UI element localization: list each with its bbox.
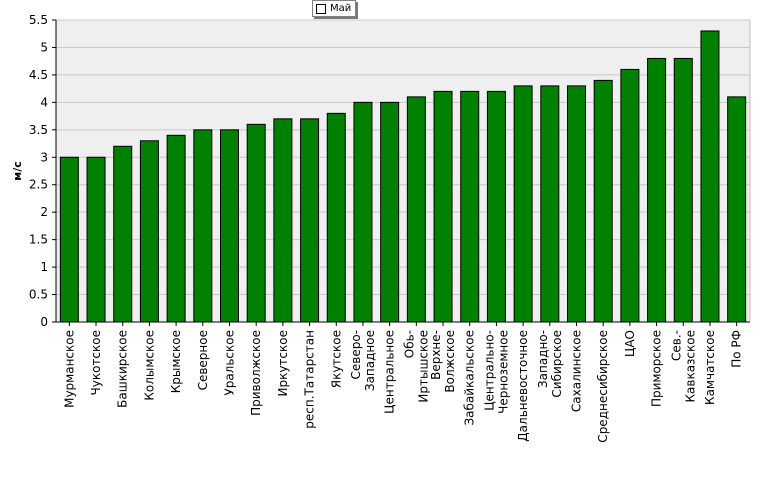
x-tick-label: Центрально-	[482, 330, 496, 411]
x-tick-label: Верхне-	[429, 330, 443, 380]
x-tick-label: Уральское	[223, 330, 237, 396]
bar	[727, 96, 747, 323]
y-tick-label: 2.5	[29, 178, 48, 192]
x-tick-label: Колымское	[142, 330, 156, 401]
bar	[513, 85, 533, 323]
y-tick-label: 0	[40, 315, 48, 329]
bar	[139, 140, 159, 323]
legend-label-may: Май	[330, 3, 352, 14]
bar	[166, 134, 186, 323]
x-tick-label: Забайкальское	[463, 330, 477, 426]
x-tick-label: Камчатское	[703, 330, 717, 405]
x-tick-label: Башкирское	[116, 330, 130, 408]
x-tick-label: Кавказское	[683, 330, 697, 403]
bar	[113, 145, 133, 323]
bar	[380, 101, 400, 323]
y-tick-label: 4.5	[29, 68, 48, 82]
y-tick-label: 1.5	[29, 233, 48, 247]
bar	[567, 85, 586, 323]
x-tick-label: Сибирское	[550, 330, 564, 398]
x-tick-label: Среднесибирское	[596, 330, 610, 443]
x-tick-label: Западно-	[536, 330, 550, 388]
bar	[647, 57, 667, 323]
bar	[486, 90, 506, 323]
y-tick-label: 3	[40, 150, 48, 164]
x-tick-label: Сахалинское	[570, 330, 584, 412]
x-tick-label: По РФ	[730, 330, 744, 368]
x-tick-label: Приволжское	[249, 330, 263, 416]
x-tick-label: Обь-	[402, 330, 416, 358]
y-tick-label: 5	[40, 40, 48, 54]
bar	[700, 30, 720, 323]
bar	[193, 129, 213, 323]
bar	[86, 156, 106, 323]
x-tick-label: Чукотское	[89, 330, 103, 395]
legend-swatch-may	[316, 3, 326, 14]
bar	[300, 118, 320, 323]
bar	[673, 57, 693, 323]
x-tick-label: Иркутское	[276, 330, 290, 397]
y-tick-label: 0.5	[29, 288, 48, 302]
y-tick-label: 4	[40, 95, 48, 109]
y-tick-label: 2	[40, 205, 48, 219]
y-axis-title: м/с	[11, 161, 24, 181]
bar	[246, 123, 266, 323]
bar	[353, 101, 373, 323]
x-tick-label: Сев.-	[669, 330, 683, 361]
bar	[59, 156, 79, 323]
x-tick-label: Северо-	[349, 330, 363, 380]
bar	[406, 96, 426, 323]
x-tick-label: ЦАО	[623, 330, 637, 357]
x-tick-label: Приморское	[650, 330, 664, 407]
y-tick-label: 3.5	[29, 123, 48, 137]
x-tick-label: Черноземное	[496, 330, 510, 414]
x-tick-label: Центральное	[383, 330, 397, 414]
y-tick-label: 5.5	[29, 13, 48, 27]
bar	[620, 68, 640, 323]
x-tick-label: Крымское	[169, 330, 183, 393]
bar	[273, 118, 293, 323]
x-tick-label: Западное	[363, 330, 377, 391]
legend: Май	[312, 0, 357, 17]
bar	[593, 79, 613, 323]
x-tick-label: Волжское	[443, 330, 457, 393]
y-tick-label: 1	[40, 260, 48, 274]
x-tick-label: Дальневосточное	[516, 330, 530, 442]
bar	[540, 85, 560, 323]
plot-area	[56, 20, 750, 322]
bar	[326, 112, 346, 323]
bar	[220, 129, 239, 323]
x-tick-label: Иртышское	[416, 330, 430, 403]
x-tick-label: Мурманское	[62, 330, 76, 408]
x-tick-label: респ.Татарстан	[303, 330, 317, 429]
x-tick-label: Якутское	[329, 330, 343, 388]
bar	[460, 90, 480, 323]
bar	[433, 90, 453, 323]
x-tick-label: Северное	[196, 330, 210, 390]
